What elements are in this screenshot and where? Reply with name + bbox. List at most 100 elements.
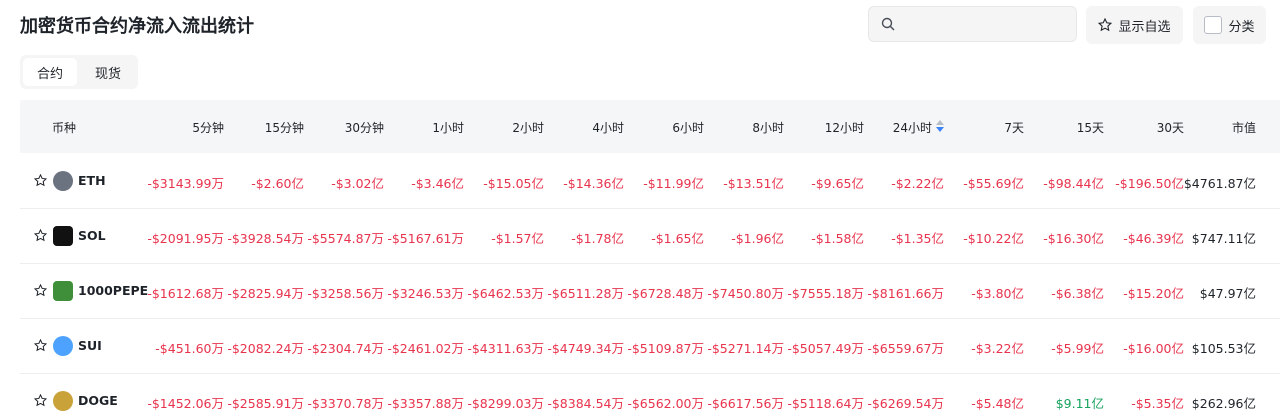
table-cell: -$6562.00万 (627, 396, 704, 411)
table-cell: -$46.39亿 (1123, 231, 1184, 246)
table-row (20, 209, 1280, 264)
column-header[interactable]: 30天 (1156, 121, 1184, 135)
table-cell: -$6511.28万 (547, 286, 624, 301)
table-row (20, 319, 1280, 374)
coin-icon (53, 336, 73, 356)
table-cell: -$5109.87万 (627, 341, 704, 356)
favorite-star[interactable] (34, 284, 47, 297)
table-cell: -$1.57亿 (491, 231, 544, 246)
coin-symbol[interactable]: SUI (78, 338, 102, 353)
table-cell: -$5167.61万 (387, 231, 464, 246)
table-cell: -$4311.63万 (467, 341, 544, 356)
table-cell: -$98.44亿 (1043, 176, 1104, 191)
table-cell: -$8161.66万 (867, 286, 944, 301)
table-cell: -$9.65亿 (811, 176, 864, 191)
column-header[interactable]: 24小时 (892, 121, 932, 135)
table-cell: $747.11亿 (1191, 231, 1256, 246)
table-cell: -$5.35亿 (1131, 396, 1184, 411)
table-cell: -$3.80亿 (971, 286, 1024, 301)
table-cell: -$5271.14万 (707, 341, 784, 356)
tab[interactable]: 现货 (94, 66, 121, 82)
category-label: 分类 (1228, 19, 1255, 35)
search-icon (881, 17, 895, 31)
table-cell: -$2.60亿 (251, 176, 304, 191)
table-cell: -$2304.74万 (307, 341, 384, 356)
sort-icon[interactable] (936, 120, 944, 132)
favorites-button[interactable]: 显示自选 (1086, 6, 1183, 44)
table-cell: -$16.30亿 (1043, 231, 1104, 246)
table-cell: -$1.35亿 (891, 231, 944, 246)
checkbox[interactable] (1204, 16, 1223, 34)
table-cell: -$2091.95万 (147, 231, 224, 246)
table-cell: -$5.48亿 (971, 396, 1024, 411)
column-header[interactable]: 15分钟 (264, 121, 304, 135)
table-cell: -$6.38亿 (1051, 286, 1104, 301)
column-header[interactable]: 8小时 (752, 121, 784, 135)
column-header[interactable]: 12小时 (824, 121, 864, 135)
table-cell: -$11.99亿 (643, 176, 704, 191)
table-cell: $9.11亿 (1055, 396, 1104, 411)
table-cell: -$14.36亿 (563, 176, 624, 191)
table-cell: -$1.58亿 (811, 231, 864, 246)
table-cell: -$16.00亿 (1123, 341, 1184, 356)
table-cell: -$6462.53万 (467, 286, 544, 301)
table-cell: -$2461.02万 (387, 341, 464, 356)
table-cell: -$5.99亿 (1051, 341, 1104, 356)
table-cell: -$1.96亿 (731, 231, 784, 246)
table-cell: $105.53亿 (1191, 341, 1256, 356)
table-cell: -$1452.06万 (147, 396, 224, 411)
table-cell: -$3928.54万 (227, 231, 304, 246)
table-cell: -$3.22亿 (971, 341, 1024, 356)
table-cell: -$1.65亿 (651, 231, 704, 246)
category-button[interactable]: 分类 (1193, 6, 1266, 44)
coin-symbol[interactable]: 1000PEPE (78, 283, 149, 298)
favorite-star[interactable] (34, 339, 47, 352)
coin-symbol[interactable]: ETH (78, 173, 106, 188)
table-cell: $47.97亿 (1199, 286, 1256, 301)
column-header[interactable]: 市值 (1231, 121, 1256, 135)
column-header[interactable]: 30分钟 (344, 121, 384, 135)
column-header[interactable]: 4小时 (592, 121, 624, 135)
column-header[interactable]: 5分钟 (192, 121, 224, 135)
favorite-star[interactable] (34, 174, 47, 187)
table-row (20, 264, 1280, 319)
coin-icon (53, 171, 73, 191)
table-cell: -$7450.80万 (707, 286, 784, 301)
table-cell: -$3.02亿 (331, 176, 384, 191)
coin-icon (53, 226, 73, 246)
table-cell: -$15.20亿 (1123, 286, 1184, 301)
search-box[interactable] (868, 6, 1077, 42)
table-cell: -$15.05亿 (483, 176, 544, 191)
table-cell: -$3370.78万 (307, 396, 384, 411)
table-cell: -$2082.24万 (227, 341, 304, 356)
table-cell: -$3.46亿 (411, 176, 464, 191)
tab[interactable]: 合约 (23, 58, 77, 86)
coin-symbol[interactable]: DOGE (78, 393, 118, 408)
table-cell: -$2825.94万 (227, 286, 304, 301)
column-header[interactable]: 2小时 (512, 121, 544, 135)
coin-symbol[interactable]: SOL (78, 228, 106, 243)
table-row (20, 154, 1280, 209)
column-header[interactable]: 6小时 (672, 121, 704, 135)
coin-icon (53, 281, 73, 301)
table-cell: $262.96亿 (1191, 396, 1256, 411)
table-cell: -$451.60万 (155, 341, 224, 356)
table-cell: -$5057.49万 (787, 341, 864, 356)
tab-group: 合约 现货 (20, 55, 138, 89)
table-cell: -$196.50亿 (1115, 176, 1184, 191)
favorite-star[interactable] (34, 229, 47, 242)
column-header[interactable]: 1小时 (432, 121, 464, 135)
column-header[interactable]: 15天 (1076, 121, 1104, 135)
table-header (20, 100, 1280, 153)
column-header: 币种 (52, 121, 77, 135)
table-cell: -$4749.34万 (547, 341, 624, 356)
table-cell: -$5118.64万 (787, 396, 864, 411)
favorite-star[interactable] (34, 394, 47, 407)
table-cell: -$3357.88万 (387, 396, 464, 411)
table-cell: -$8384.54万 (547, 396, 624, 411)
table-cell: -$6728.48万 (627, 286, 704, 301)
table-cell: -$6617.56万 (707, 396, 784, 411)
column-header[interactable]: 7天 (1004, 121, 1024, 135)
favorites-label: 显示自选 (1118, 19, 1171, 35)
table-cell: -$7555.18万 (787, 286, 864, 301)
